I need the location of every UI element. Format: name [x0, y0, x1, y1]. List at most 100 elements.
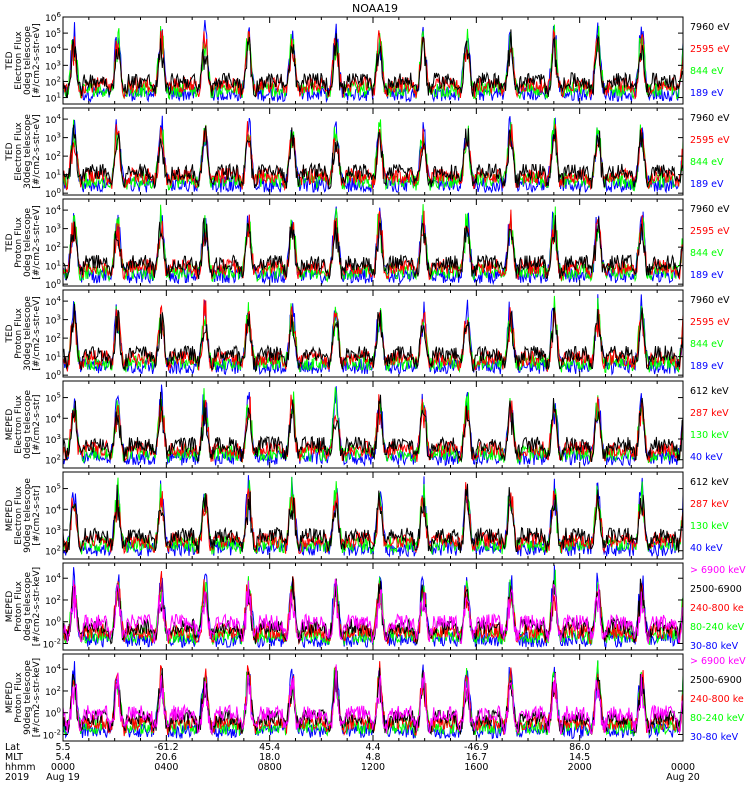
panel-7: 10-2 100 102 104 MEPED Proton Flux 0deg telesc…	[5, 562, 746, 652]
y-axis-label-line: 0deg telescope	[23, 390, 33, 460]
y-tick-label: 104	[45, 663, 61, 676]
y-tick-label: 103	[45, 314, 61, 327]
panel-7-traces	[63, 565, 683, 649]
x-tick-label-mlt: 16.7	[466, 752, 487, 763]
x-tick-label-mlt: 18.0	[259, 752, 280, 763]
legend-entry: 189 eV	[690, 270, 724, 281]
x-tick-label-hhmm: 0800	[258, 762, 282, 773]
y-axis-label-line: 30deg telescope	[23, 114, 33, 189]
legend-entry: 40 keV	[690, 452, 723, 463]
legend-entry: 189 eV	[690, 88, 724, 99]
legend-entry: 240-800 ke	[690, 694, 744, 705]
x-tick-label-lat: 4.4	[365, 742, 380, 753]
y-axis-label-line: Proton Flux	[14, 217, 24, 268]
y-axis-label-line: Proton Flux	[14, 581, 24, 632]
y-axis-label-line: [#/cm2-s-str]	[32, 394, 42, 454]
legend-entry: 844 eV	[690, 66, 724, 77]
y-tick-label: 100	[45, 616, 61, 629]
y-axis-label-line: [#/cm2-s-str-keV]	[32, 658, 42, 737]
y-tick-label: 10-2	[43, 728, 61, 741]
y-axis-label-line: Electron Flux	[14, 31, 24, 90]
x-tick-label-mlt: 14.5	[569, 752, 590, 763]
legend-entry: 844 eV	[690, 157, 724, 168]
y-axis-label-line: Electron Flux	[14, 395, 24, 454]
series-line	[63, 571, 683, 645]
series-line	[63, 29, 683, 98]
y-tick-label: 106	[45, 11, 61, 24]
y-axis-label-line: MEPED	[5, 500, 15, 532]
panel-3-traces	[63, 204, 683, 286]
y-tick-label: 102	[45, 594, 61, 607]
y-axis-label-line: MEPED	[5, 591, 15, 623]
x-row-label: hhmm	[5, 762, 36, 773]
legend-entry: 287 keV	[690, 499, 729, 510]
y-axis-label-line: Proton Flux	[14, 672, 24, 723]
y-axis-label-line: TED	[5, 324, 15, 343]
legend-entry: 189 eV	[690, 179, 724, 190]
x-tick-label-mlt: 5.4	[55, 752, 70, 763]
y-tick-label: 101	[45, 260, 61, 273]
series-line	[63, 124, 683, 190]
plot-title: NOAA19	[352, 2, 398, 15]
x-tick-label-mlt: 20.6	[156, 752, 177, 763]
y-tick-label: 102	[45, 454, 61, 467]
y-tick-label: 100	[45, 369, 61, 382]
y-axis-label-line: TED	[5, 233, 15, 252]
x-tick-label-lat: -61.2	[154, 742, 179, 753]
panel-8: 10-2 100 102 104 MEPED Proton Flux 90deg teles…	[5, 653, 746, 743]
y-axis-label-line: Proton Flux	[14, 308, 24, 359]
legend-entry: 40 keV	[690, 543, 723, 554]
y-tick-label: 100	[45, 187, 61, 200]
y-tick-label: 100	[45, 707, 61, 720]
panel-3: 100 101 102 103 104 TED Proton Flux 0deg telesc…	[5, 198, 730, 291]
y-tick-label: 102	[45, 241, 61, 254]
y-tick-label: 102	[45, 685, 61, 698]
y-tick-label: 103	[45, 524, 61, 537]
legend-entry: 287 keV	[690, 408, 729, 419]
x-tick-label-lat: 5.5	[55, 742, 70, 753]
y-axis-label-line: Electron Flux	[14, 122, 24, 181]
y-tick-label: 104	[45, 113, 61, 126]
legend-entry: 612 keV	[690, 477, 729, 488]
y-tick-label: 104	[45, 412, 61, 425]
x-tick-label-hhmm: 1200	[361, 762, 385, 773]
legend-entry: 130 keV	[690, 430, 729, 441]
y-tick-label: 103	[45, 59, 61, 72]
x-tick-label-lat: 86.0	[569, 742, 590, 753]
y-axis-label-line: MEPED	[5, 682, 15, 714]
legend-entry: 844 eV	[690, 339, 724, 350]
y-axis-label-line: [#/cm2-s-str-eV]	[32, 23, 42, 98]
panel-2: 100 101 102 103 104 TED Electron Flux 30deg tel…	[5, 107, 730, 200]
series-line	[63, 483, 683, 555]
x-tick-label-hhmm: 0400	[154, 762, 178, 773]
legend-entry: > 6900 keV	[690, 565, 746, 576]
series-line	[63, 215, 683, 282]
legend-entry: 7960 eV	[690, 204, 730, 215]
series-line	[63, 578, 683, 645]
y-tick-label: 104	[45, 43, 61, 56]
y-tick-label: 102	[45, 75, 61, 88]
y-axis-label-line: 30deg telescope	[23, 296, 33, 371]
y-axis-label-line: [#/cm2-s-str]	[32, 485, 42, 545]
legend-entry: 130 keV	[690, 521, 729, 532]
series-line	[63, 475, 683, 558]
x-row-label: Lat	[5, 742, 20, 753]
legend-entry: 2500-6900	[690, 584, 742, 595]
panel-4: 100 101 102 103 104 TED Proton Flux 30deg teles…	[5, 289, 730, 382]
y-axis-label-line: 0deg telescope	[23, 26, 33, 96]
y-tick-label: 101	[45, 92, 61, 105]
legend-entry: 844 eV	[690, 248, 724, 259]
legend-entry: 2595 eV	[690, 44, 730, 55]
y-tick-label: 10-2	[43, 637, 61, 650]
panel-6: 102 103 104 105 MEPED Electron Flux 90deg tele…	[5, 471, 729, 560]
legend-entry: 30-80 keV	[690, 732, 739, 743]
y-axis-label-line: [#/cm2-s-str-keV]	[32, 567, 42, 646]
x-tick-label-lat: 45.4	[259, 742, 280, 753]
legend-entry: 2595 eV	[690, 135, 730, 146]
series-line	[63, 667, 683, 736]
y-axis-label-line: [#/cm2-s-str-eV]	[32, 114, 42, 189]
x-tick-label-hhmm: 0000	[671, 762, 695, 773]
y-tick-label: 104	[45, 204, 61, 217]
y-tick-label: 103	[45, 223, 61, 236]
